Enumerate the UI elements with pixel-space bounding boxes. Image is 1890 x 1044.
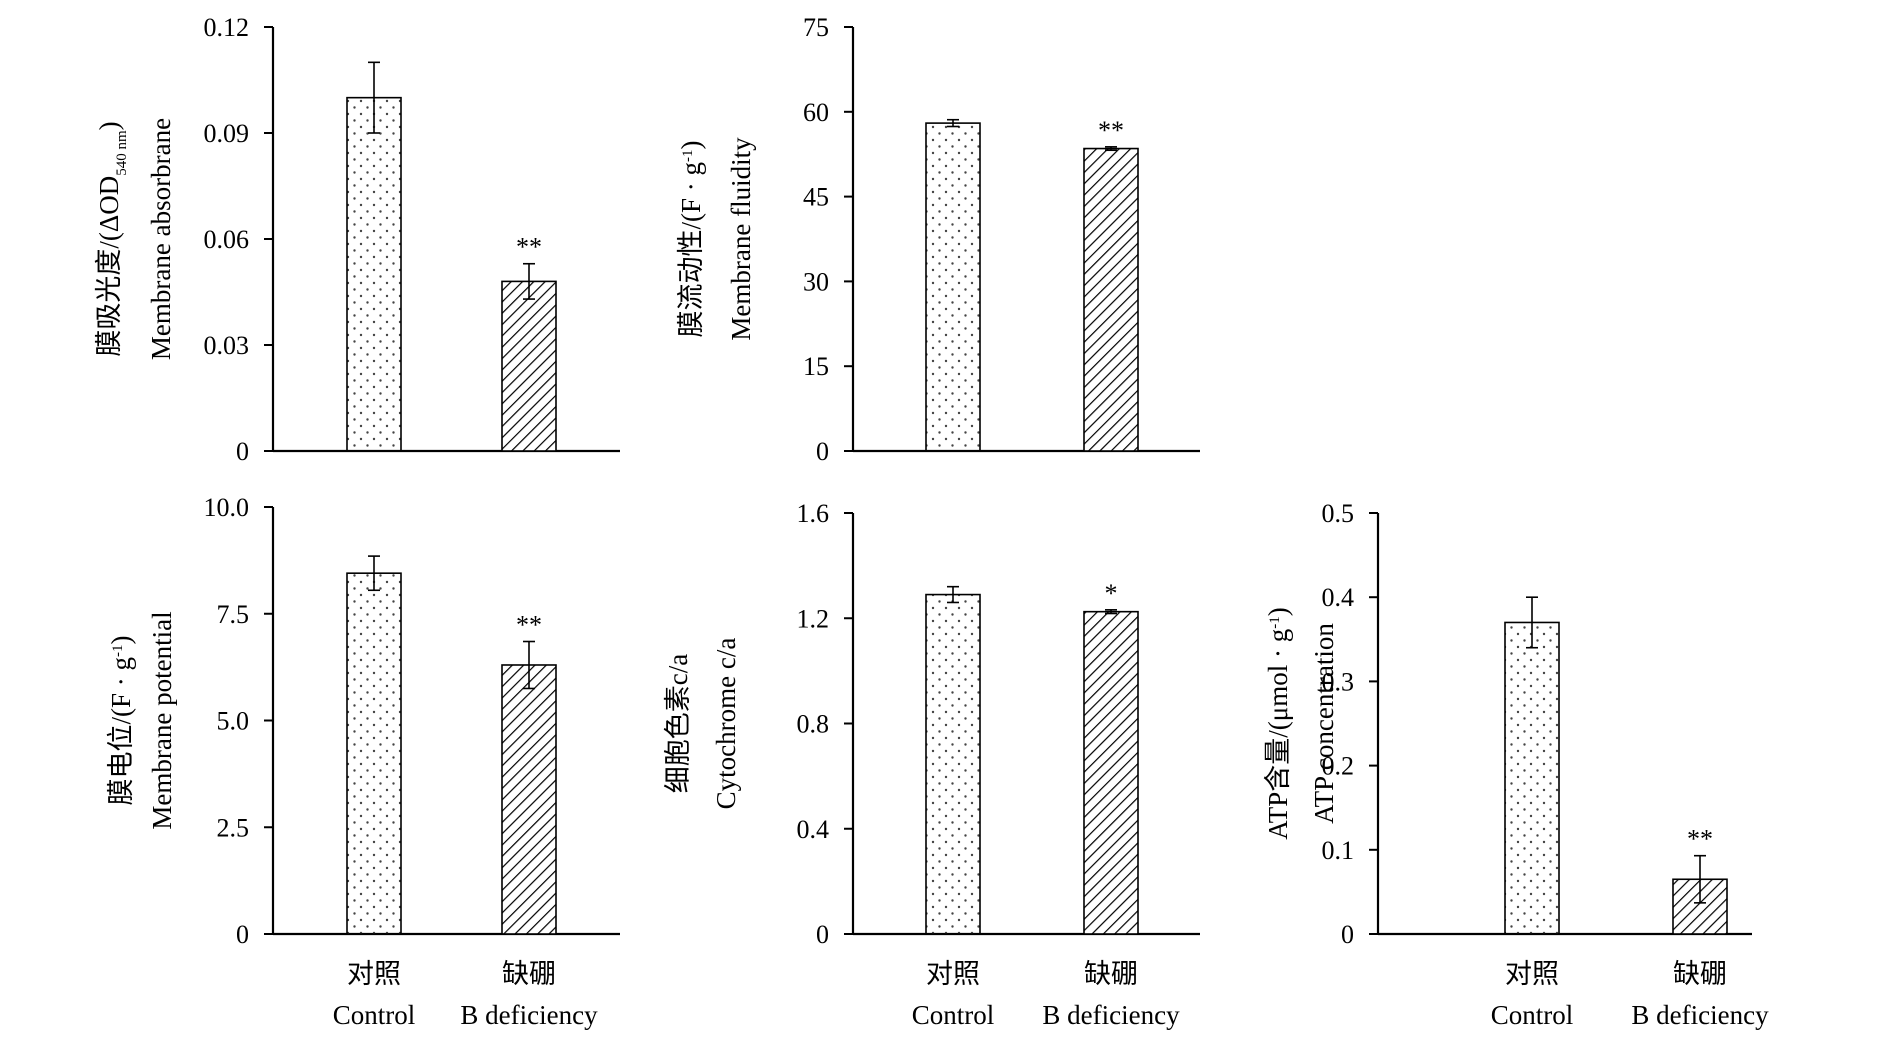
y-tick-label: 30 (803, 267, 829, 296)
y-tick-label: 0.3 (1322, 667, 1355, 696)
y-tick-label: 0.03 (204, 331, 250, 360)
y-tick-label: 75 (803, 13, 829, 42)
y-axis-label-cn: ATP含量/(μmol · g-1) (1263, 607, 1293, 839)
bar-control (346, 572, 402, 935)
bar-control (346, 96, 402, 452)
bar-b-deficiency (1083, 610, 1139, 935)
y-tick-label: 0.06 (204, 225, 250, 254)
y-axis-label-en: Membrane absorbrane (146, 118, 176, 360)
x-category-label-en: B deficiency (1042, 1000, 1180, 1030)
y-axis-label-en: Cytochrome c/a (711, 638, 741, 810)
y-axis-label-en: ATP concentration (1309, 623, 1339, 824)
x-category-label-en: Control (333, 1000, 416, 1030)
y-tick-label: 5.0 (217, 707, 250, 736)
x-category-label-en: Control (1491, 1000, 1574, 1030)
y-tick-label: 0 (816, 920, 829, 949)
y-tick-label: 15 (803, 352, 829, 381)
y-tick-label: 0.5 (1322, 499, 1355, 528)
y-axis-label-cn: 膜流动性/(F · g-1) (676, 141, 706, 338)
significance-label: * (1105, 579, 1118, 608)
x-category-label-en: Control (912, 1000, 995, 1030)
x-category-label-cn: 缺硼 (502, 959, 556, 989)
y-axis-label-en: Membrane potential (147, 611, 177, 829)
y-tick-label: 7.5 (217, 600, 250, 629)
y-tick-label: 0.4 (797, 815, 830, 844)
y-tick-label: 0.2 (1322, 752, 1355, 781)
y-tick-label: 0 (816, 437, 829, 466)
y-tick-label: 0.4 (1322, 583, 1355, 612)
x-category-label-cn: 对照 (926, 959, 980, 989)
x-category-label-en: B deficiency (1631, 1000, 1769, 1030)
chart-2: 0 15 30 45 60 75 ** 膜流动性/(F · g-1) Membrane flui… (676, 13, 1200, 466)
x-category-label-cn: 缺硼 (1673, 959, 1727, 989)
y-axis-label-en: Membrane fluidity (726, 137, 756, 341)
chart-5: 0 0.1 0.2 0.3 0.4 0.5 ** ATP含量/(μmol · g-1) ATP … (1263, 499, 1769, 1030)
x-category-label-cn: 缺硼 (1084, 959, 1138, 989)
y-tick-label: 0.12 (204, 13, 250, 42)
significance-label: ** (1098, 116, 1124, 145)
y-axis-label-cn: 细胞色素c/a (663, 654, 693, 793)
y-tick-label: 10.0 (204, 493, 250, 522)
bar-control (925, 122, 981, 452)
y-tick-label: 0.1 (1322, 836, 1355, 865)
bar-b-deficiency (501, 664, 557, 935)
chart-4: 0 0.4 0.8 1.2 1.6 * 细胞色素c/a Cytochrome c/a 对照 Con… (663, 499, 1200, 1030)
x-category-label-en: B deficiency (460, 1000, 598, 1030)
y-tick-label: 0 (1341, 920, 1354, 949)
y-tick-label: 1.2 (797, 604, 830, 633)
y-tick-label: 0.09 (204, 119, 250, 148)
y-tick-label: 0.8 (797, 710, 830, 739)
y-tick-label: 1.6 (797, 499, 830, 528)
y-tick-label: 2.5 (217, 813, 250, 842)
x-category-label-cn: 对照 (1505, 959, 1559, 989)
significance-label: ** (1687, 825, 1713, 854)
significance-label: ** (516, 233, 542, 262)
y-axis-label-cn: 膜吸光度/(ΔOD540 nm) (94, 121, 130, 356)
x-category-label-cn: 对照 (347, 959, 401, 989)
bar-b-deficiency (1083, 147, 1139, 452)
y-axis-label-cn: 膜电位/(F · g-1) (106, 636, 136, 806)
significance-label: ** (516, 611, 542, 640)
y-tick-label: 0 (236, 920, 249, 949)
bar-control (925, 593, 981, 935)
y-tick-label: 0 (236, 437, 249, 466)
bar-b-deficiency (501, 280, 557, 452)
bar-control (1504, 621, 1560, 935)
charts: 0 0.03 0.06 0.09 0.12 ** 膜吸光度/(ΔOD540 nm) Membr… (94, 13, 1769, 1030)
chart-1: 0 0.03 0.06 0.09 0.12 ** 膜吸光度/(ΔOD540 nm) Membr… (94, 13, 620, 466)
chart-3: 0 2.5 5.0 7.5 10.0 ** 膜电位/(F · g-1) Membrane po… (106, 493, 620, 1030)
y-tick-label: 45 (803, 183, 829, 212)
y-tick-label: 60 (803, 98, 829, 127)
